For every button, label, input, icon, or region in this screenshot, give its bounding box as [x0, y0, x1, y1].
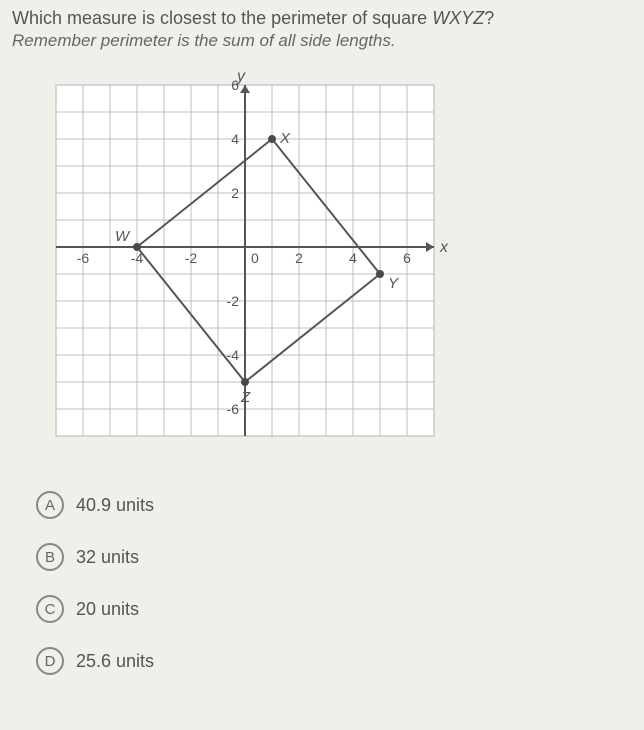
question-text: Which measure is closest to the perimete…	[12, 8, 632, 51]
svg-text:0: 0	[251, 250, 259, 266]
svg-text:4: 4	[231, 131, 239, 147]
svg-text:-2: -2	[227, 293, 240, 309]
question-variable: WXYZ	[432, 8, 484, 28]
answer-list: A 40.9 units B 32 units C 20 units D 25.…	[36, 491, 632, 675]
coordinate-graph: xy-6-4-20246-6-4-2246WXYZ	[36, 65, 632, 461]
answer-option-d[interactable]: D 25.6 units	[36, 647, 632, 675]
svg-text:x: x	[439, 239, 449, 256]
question-prefix: Which measure is closest to the perimete…	[12, 8, 432, 28]
answer-letter: C	[36, 595, 64, 623]
answer-text: 40.9 units	[76, 495, 154, 516]
svg-text:X: X	[279, 130, 291, 147]
svg-text:W: W	[115, 228, 131, 245]
svg-text:2: 2	[295, 250, 303, 266]
graph-svg: xy-6-4-20246-6-4-2246WXYZ	[36, 65, 454, 456]
svg-text:Z: Z	[240, 389, 251, 406]
answer-option-c[interactable]: C 20 units	[36, 595, 632, 623]
answer-letter: D	[36, 647, 64, 675]
svg-text:2: 2	[231, 185, 239, 201]
svg-text:-6: -6	[77, 250, 90, 266]
question-line-1: Which measure is closest to the perimete…	[12, 8, 632, 29]
question-line-2: Remember perimeter is the sum of all sid…	[12, 31, 632, 51]
svg-text:6: 6	[403, 250, 411, 266]
answer-text: 20 units	[76, 599, 139, 620]
svg-text:4: 4	[349, 250, 357, 266]
answer-letter: A	[36, 491, 64, 519]
answer-option-a[interactable]: A 40.9 units	[36, 491, 632, 519]
answer-option-b[interactable]: B 32 units	[36, 543, 632, 571]
answer-text: 32 units	[76, 547, 139, 568]
svg-text:-6: -6	[227, 401, 240, 417]
svg-text:6: 6	[231, 77, 239, 93]
answer-text: 25.6 units	[76, 651, 154, 672]
svg-text:Y: Y	[388, 275, 399, 292]
svg-text:-2: -2	[185, 250, 198, 266]
answer-letter: B	[36, 543, 64, 571]
question-suffix: ?	[484, 8, 494, 28]
